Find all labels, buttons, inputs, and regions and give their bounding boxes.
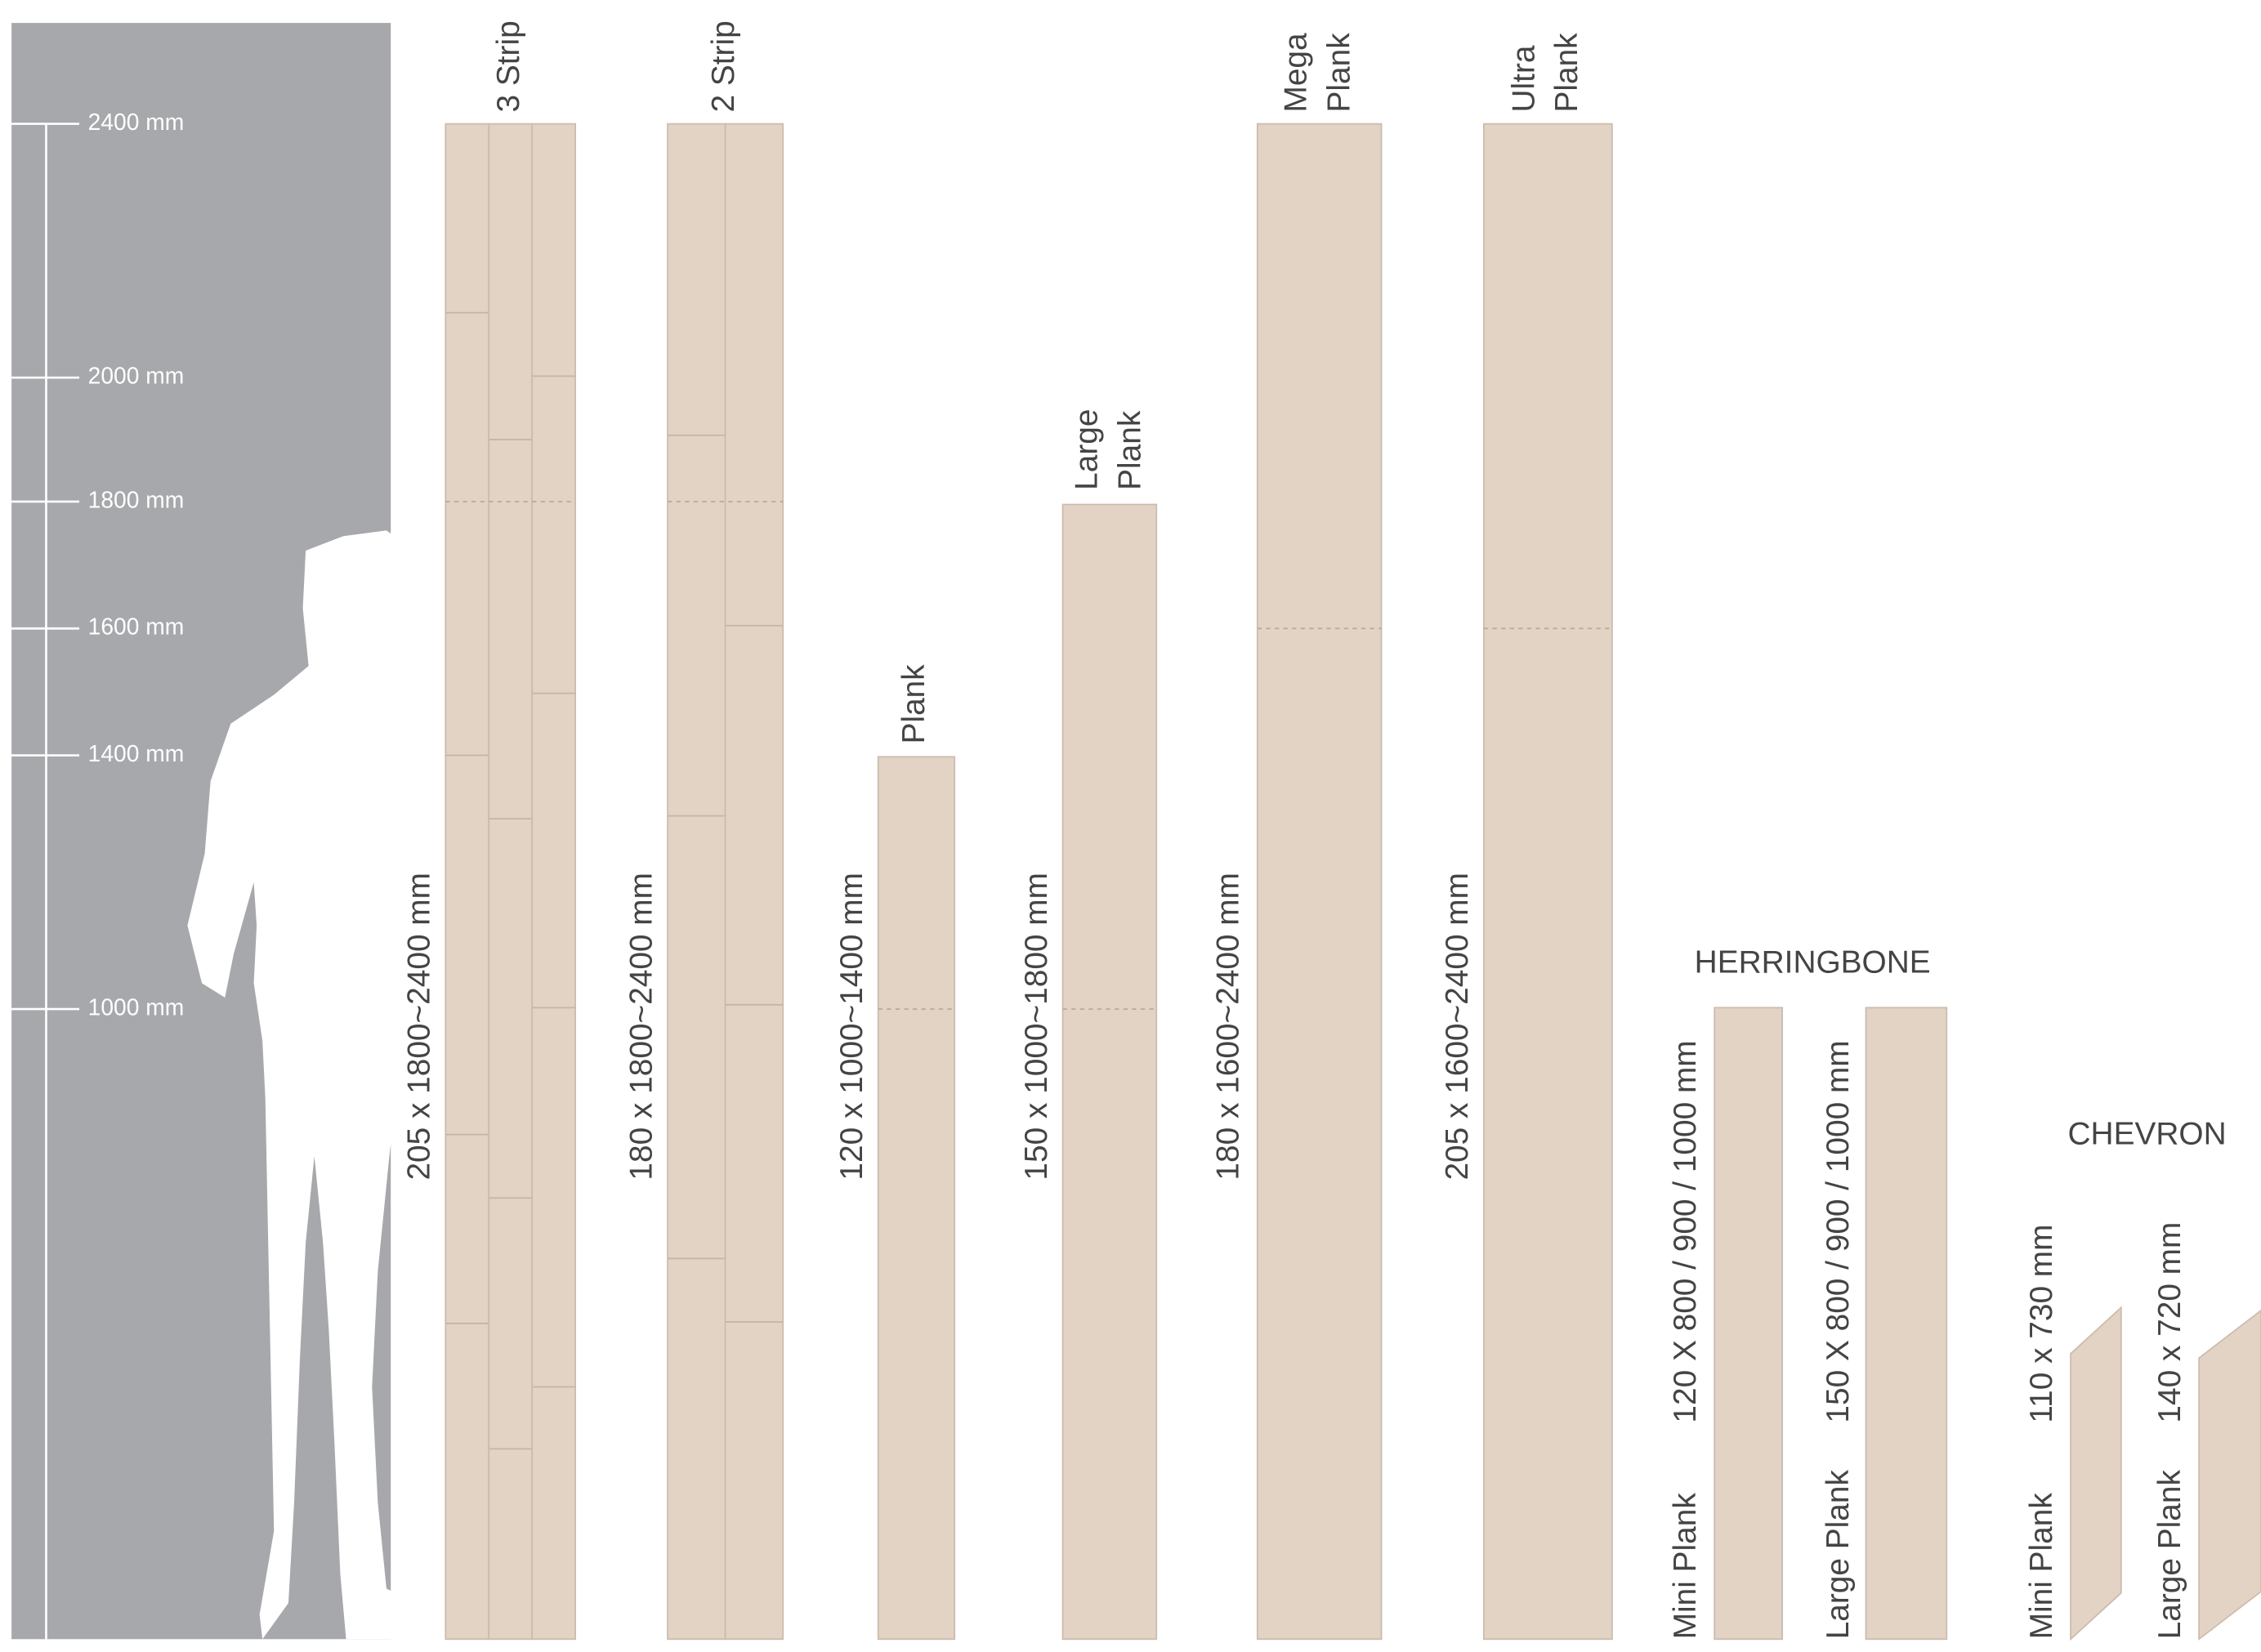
board (445, 123, 490, 1641)
board (667, 123, 726, 1641)
board (1256, 123, 1383, 1641)
product-name: Plank (1113, 410, 1148, 490)
chevron-size: 140 x 720 mm (2152, 1222, 2187, 1423)
board (1061, 503, 1158, 1641)
product-name: Large (1070, 409, 1105, 490)
board (1482, 123, 1613, 1641)
herringbone-board (1865, 1007, 1948, 1641)
scale-label: 1000 mm (88, 994, 185, 1020)
chevron-board (2198, 1309, 2261, 1641)
chevron-size: 110 x 730 mm (2024, 1225, 2059, 1423)
product-size: 205 x 1600~2400 mm (1440, 873, 1475, 1181)
board (488, 123, 534, 1641)
product-name: Plank (1549, 33, 1584, 113)
herringbone-board (1714, 1007, 1784, 1641)
product-name: Plank (896, 664, 932, 744)
product-size: 180 x 1800~2400 mm (623, 873, 659, 1181)
scale-label: 2000 mm (88, 363, 185, 389)
chevron-name: Large Plank (2152, 1470, 2187, 1640)
product-name: 2 Strip (706, 20, 741, 112)
product-name: Ultra (1506, 45, 1541, 112)
herringbone-size: 120 X 800 / 900 / 1000 mm (1668, 1040, 1703, 1422)
product-size: 120 x 1000~1400 mm (834, 873, 869, 1181)
product-name: Mega (1278, 33, 1313, 113)
person-silhouette (187, 530, 450, 1640)
product-size: 205 x 1800~2400 mm (402, 873, 437, 1181)
scale-label: 1800 mm (88, 486, 185, 512)
scale-label: 2400 mm (88, 109, 185, 135)
chevron-board (2070, 1306, 2122, 1641)
product-size: 150 x 1000~1800 mm (1019, 873, 1054, 1181)
product-name: 3 Strip (491, 20, 526, 112)
board (877, 756, 956, 1641)
board (531, 123, 576, 1641)
product-name: Plank (1321, 33, 1356, 113)
scale-label: 1400 mm (88, 740, 185, 766)
chevron-title: CHEVRON (2068, 1117, 2227, 1152)
herringbone-name: Large Plank (1821, 1470, 1856, 1640)
scale-label: 1600 mm (88, 614, 185, 640)
product-size: 180 x 1600~2400 mm (1211, 873, 1246, 1181)
chevron-name: Mini Plank (2024, 1493, 2059, 1640)
herringbone-size: 150 X 800 / 900 / 1000 mm (1821, 1040, 1856, 1422)
herringbone-title: HERRINGBONE (1695, 945, 1931, 980)
board (724, 123, 784, 1641)
herringbone-name: Mini Plank (1668, 1493, 1703, 1640)
